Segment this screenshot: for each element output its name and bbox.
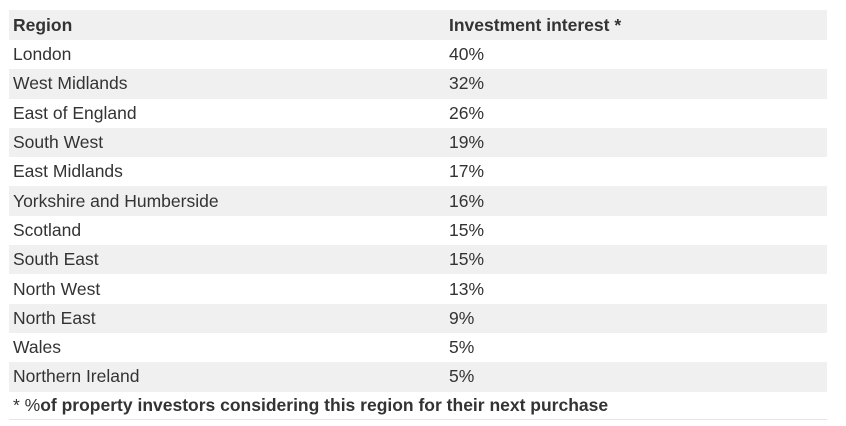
- interest-cell: 13%: [449, 278, 485, 299]
- table-row: Scotland 15%: [9, 216, 827, 245]
- interest-cell: 26%: [449, 102, 485, 123]
- interest-cell: 16%: [449, 190, 485, 211]
- interest-cell: 9%: [449, 307, 475, 328]
- region-cell: Wales: [13, 337, 61, 358]
- table-row: Wales 5%: [9, 333, 827, 362]
- table-row: South East 15%: [9, 245, 827, 275]
- interest-cell: 40%: [449, 44, 485, 65]
- table-row: London 40%: [9, 40, 827, 69]
- table-row: North East 9%: [9, 303, 827, 333]
- table-row: North West 13%: [9, 274, 827, 303]
- footnote-marker: * %: [13, 394, 41, 415]
- region-cell: South East: [13, 249, 99, 270]
- investment-table: Region Investment interest * London 40% …: [9, 10, 827, 420]
- region-cell: London: [13, 44, 72, 65]
- region-cell: West Midlands: [13, 73, 128, 94]
- table-row: South West 19%: [9, 127, 827, 158]
- interest-cell: 15%: [449, 249, 485, 270]
- region-cell: Northern Ireland: [13, 366, 140, 387]
- region-column-header: Region: [13, 14, 73, 35]
- region-cell: Yorkshire and Humberside: [13, 190, 219, 211]
- region-cell: East Midlands: [13, 161, 123, 182]
- footnote-text: of property investors considering this r…: [40, 394, 609, 415]
- region-cell: North West: [13, 278, 101, 299]
- table-row: East Midlands 17%: [9, 157, 827, 186]
- region-cell: Scotland: [13, 219, 82, 240]
- table-header-row: Region Investment interest *: [9, 10, 827, 40]
- interest-cell: 5%: [449, 337, 475, 358]
- interest-cell: 5%: [449, 366, 475, 387]
- interest-cell: 15%: [449, 219, 485, 240]
- table-row: East of England 26%: [9, 99, 827, 128]
- region-cell: East of England: [13, 102, 137, 123]
- table-row: West Midlands 32%: [9, 69, 827, 99]
- table-footnote: * % of property investors considering th…: [9, 392, 827, 420]
- table-row: Yorkshire and Humberside 16%: [9, 186, 827, 216]
- interest-cell: 19%: [449, 132, 485, 153]
- region-cell: South West: [13, 132, 104, 153]
- interest-cell: 32%: [449, 73, 485, 94]
- interest-column-header: Investment interest *: [449, 14, 622, 35]
- interest-cell: 17%: [449, 161, 485, 182]
- table-row: Northern Ireland 5%: [9, 362, 827, 392]
- region-cell: North East: [13, 307, 96, 328]
